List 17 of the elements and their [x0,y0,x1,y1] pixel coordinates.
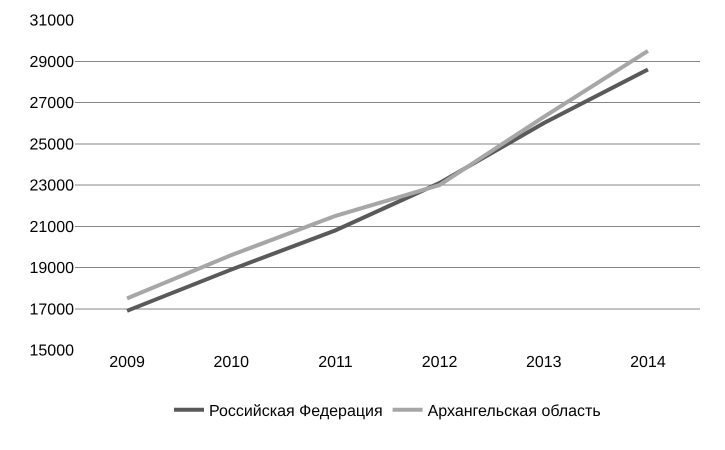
y-tick-label: 21000 [30,218,74,236]
y-tick-label: 23000 [30,178,74,195]
y-tick-label: 25000 [30,136,74,154]
y-tick-label: 29000 [30,54,74,71]
legend-label: Архангельская область [428,403,601,420]
x-tick-label: 2010 [213,354,250,371]
x-tick-label: 2012 [422,354,458,371]
x-tick-label: 2014 [630,354,666,371]
y-tick-label: 17000 [30,301,74,318]
y-tick-label: 19000 [30,260,74,278]
y-tick-label: 15000 [30,342,74,360]
x-tick-label: 2013 [526,354,562,371]
x-tick-label: 2009 [109,354,145,371]
legend-label: Российская Федерация [209,403,383,420]
x-tick-label: 2011 [318,354,353,371]
y-tick-label: 31000 [30,12,74,30]
y-tick-label: 27000 [30,95,74,112]
